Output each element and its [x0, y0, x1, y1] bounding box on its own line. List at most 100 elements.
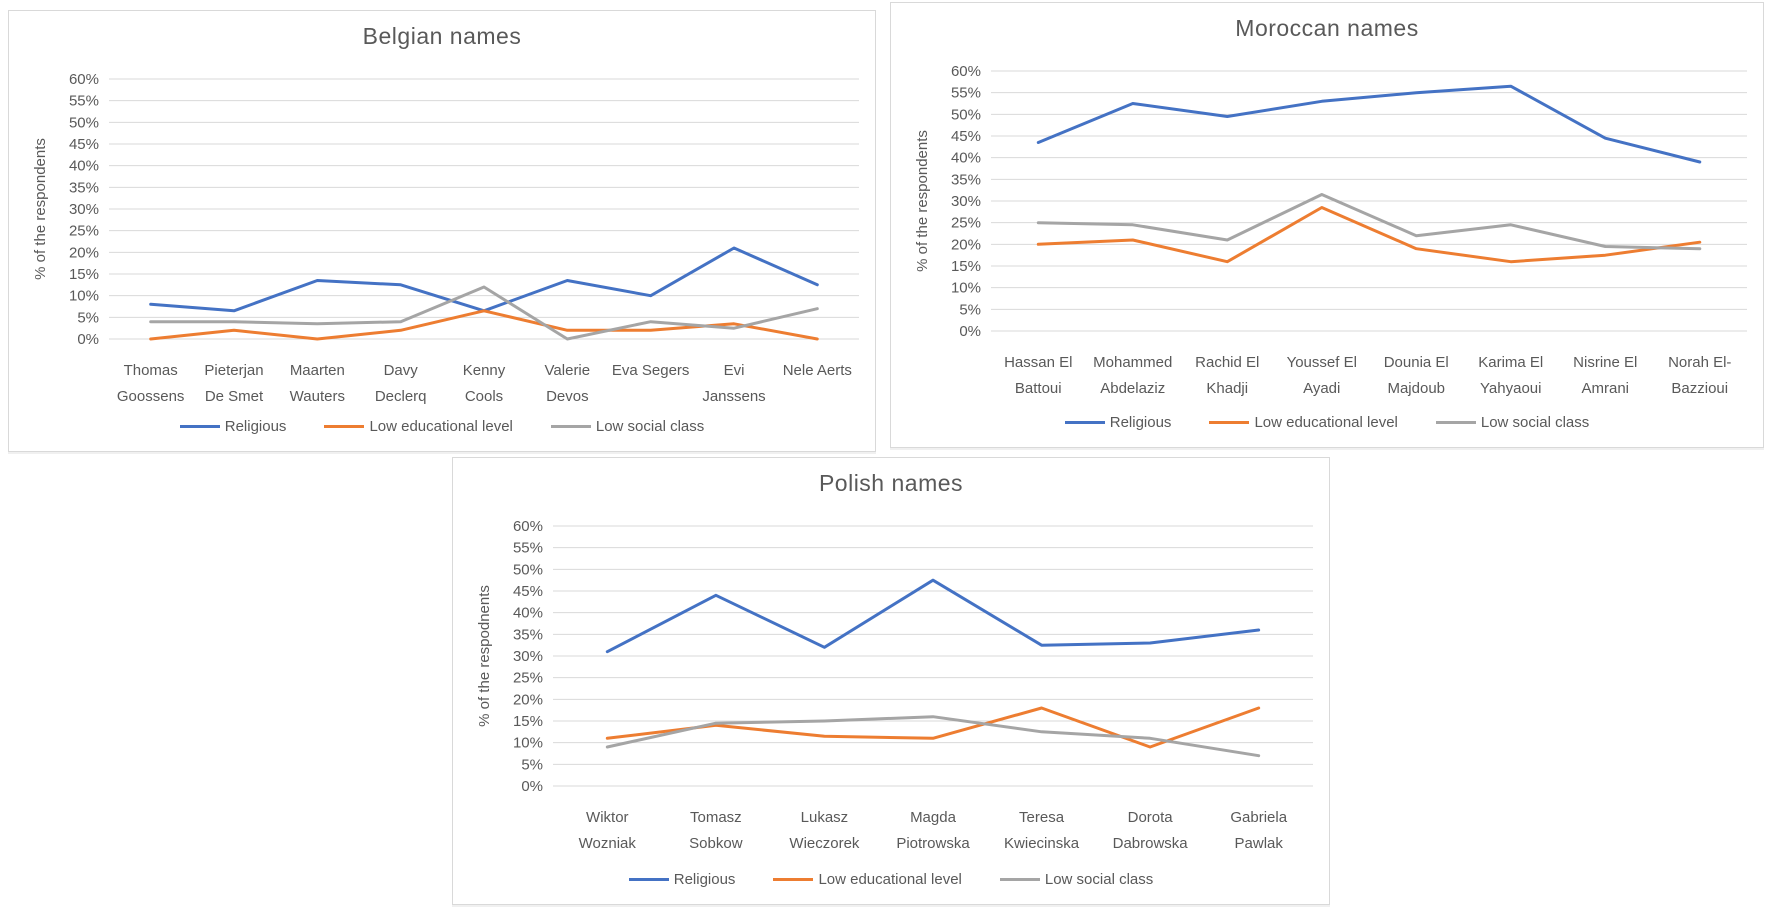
x-category-label: Wiktor: [586, 809, 629, 826]
legend-label: Low social class: [595, 418, 705, 435]
y-tick-label: 50%: [513, 561, 543, 578]
x-category-label: Dabrowska: [1113, 835, 1189, 852]
y-tick-label: 50%: [69, 114, 99, 131]
series-line-low-social-class: [149, 285, 819, 341]
y-tick-label: 45%: [69, 136, 99, 153]
legend-label: Religious: [1109, 414, 1172, 431]
y-tick-label: 15%: [69, 266, 99, 283]
y-tick-label: 20%: [69, 244, 99, 261]
y-tick-label: 0%: [521, 778, 543, 795]
x-category-label: Mohammed: [1093, 354, 1172, 371]
y-tick-label: 25%: [513, 670, 543, 687]
x-category-label: Kwiecinska: [1004, 835, 1080, 852]
x-category-label: Declerq: [375, 388, 427, 405]
y-tick-label: 40%: [513, 605, 543, 622]
chart-legend-moroccan: Religious Low educational level Low social…: [891, 414, 1763, 431]
chart-polish-names: Polish names 0% 5% 10% 15% 20% 25% 30% 35% 40% 45…: [452, 457, 1330, 905]
chart-title-moroccan: Moroccan names: [1235, 15, 1419, 41]
y-tick-label: 40%: [951, 150, 981, 167]
legend-label: Religious: [673, 871, 736, 888]
x-category-label: Goossens: [117, 388, 185, 405]
x-category-label: Youssef El: [1287, 354, 1357, 371]
series-line-low-social-class: [605, 715, 1261, 758]
x-category-label: Devos: [546, 388, 589, 405]
y-tick-label: 5%: [521, 756, 543, 773]
x-category-label: Battoui: [1015, 380, 1062, 397]
x-category-label: Gabriela: [1230, 809, 1287, 826]
y-tick-label: 15%: [951, 258, 981, 275]
x-category-label: Teresa: [1019, 809, 1065, 826]
legend-swatch-religious: [1064, 421, 1105, 424]
legend-swatch-religious: [628, 878, 669, 881]
x-category-label: Maarten: [290, 362, 345, 379]
series-line-religious: [1036, 84, 1702, 164]
legend-label: Low social class: [1044, 871, 1154, 888]
x-category-label: Yahyaoui: [1480, 380, 1541, 397]
legend-label: Low educational level: [818, 871, 962, 888]
chart-title-polish: Polish names: [818, 470, 964, 496]
x-category-label: Karima El: [1478, 354, 1543, 371]
series-line-religious: [605, 578, 1261, 654]
y-tick-label: 35%: [513, 626, 543, 643]
legend-swatch-low-educational-level: [324, 425, 365, 428]
x-category-label: Wozniak: [579, 835, 637, 852]
y-tick-label: 10%: [69, 288, 99, 305]
chart-belgian-names: Belgian names 0% 5% 10% 15% 20% 25% 30% 35% 40% 4…: [8, 10, 876, 452]
x-category-label: Bazzioui: [1671, 380, 1728, 397]
x-category-label: Cools: [465, 388, 503, 405]
y-tick-label: 5%: [959, 301, 981, 318]
legend-item-low-social-class: Low social class: [1435, 414, 1589, 431]
y-tick-label: 35%: [69, 179, 99, 196]
legend-swatch-low-educational-level: [773, 878, 814, 881]
x-category-label: Norah El-: [1668, 354, 1731, 371]
y-tick-label: 25%: [69, 223, 99, 240]
y-tick-label: 0%: [77, 331, 99, 348]
chart-legend-belgian: Religious Low educational level Low social…: [9, 418, 875, 435]
x-category-label: Pieterjan: [204, 362, 263, 379]
x-category-label: Dorota: [1128, 809, 1174, 826]
y-tick-label: 30%: [513, 648, 543, 665]
x-category-label: Ayadi: [1303, 380, 1340, 397]
plot-area-polish: 0% 5% 10% 15% 20% 25% 30% 35% 40% 45% 50% 55% 60% % o…: [476, 518, 1313, 852]
x-category-label: Abdelaziz: [1100, 380, 1165, 397]
x-category-label: Sobkow: [689, 835, 743, 852]
legend-item-low-educational-level: Low educational level: [773, 871, 962, 888]
y-tick-label: 30%: [951, 193, 981, 210]
y-tick-label: 35%: [951, 171, 981, 188]
legend-item-religious: Religious: [628, 871, 736, 888]
chart-moroccan-names: Moroccan names 0% 5% 10% 15% 20% 25% 30% 35% 40%…: [890, 2, 1764, 448]
legend-item-low-educational-level: Low educational level: [1209, 414, 1398, 431]
y-tick-label: 45%: [951, 128, 981, 145]
y-axis-title: % of the respondents: [32, 138, 49, 280]
x-category-label: De Smet: [205, 388, 264, 405]
legend-item-religious: Religious: [1064, 414, 1172, 431]
legend-swatch-low-educational-level: [1209, 421, 1250, 424]
legend-item-religious: Religious: [179, 418, 287, 435]
y-tick-label: 55%: [69, 93, 99, 110]
x-category-label: Thomas: [124, 362, 178, 379]
x-category-label: Wauters: [290, 388, 345, 405]
y-tick-label: 20%: [951, 236, 981, 253]
legend-swatch-low-social-class: [999, 878, 1040, 881]
y-tick-label: 10%: [951, 280, 981, 297]
x-category-label: Evi: [724, 362, 745, 379]
x-category-label: Pawlak: [1235, 835, 1284, 852]
y-tick-label: 0%: [959, 323, 981, 340]
y-tick-label: 25%: [951, 215, 981, 232]
x-category-label: Amrani: [1581, 380, 1629, 397]
chart-title-belgian: Belgian names: [362, 23, 522, 49]
legend-label: Religious: [224, 418, 287, 435]
x-category-label: Nele Aerts: [783, 362, 852, 379]
legend-swatch-low-social-class: [550, 425, 591, 428]
x-category-label: Wieczorek: [789, 835, 860, 852]
y-tick-label: 30%: [69, 201, 99, 218]
x-category-label: Khadji: [1206, 380, 1248, 397]
series-line-low-educational-level: [1036, 206, 1702, 264]
y-tick-label: 60%: [513, 518, 543, 535]
x-category-label: Piotrowska: [896, 835, 970, 852]
legend-item-low-social-class: Low social class: [550, 418, 705, 435]
legend-item-low-social-class: Low social class: [999, 871, 1154, 888]
y-tick-label: 45%: [513, 583, 543, 600]
y-axis-title: % of the respodnents: [476, 585, 493, 727]
